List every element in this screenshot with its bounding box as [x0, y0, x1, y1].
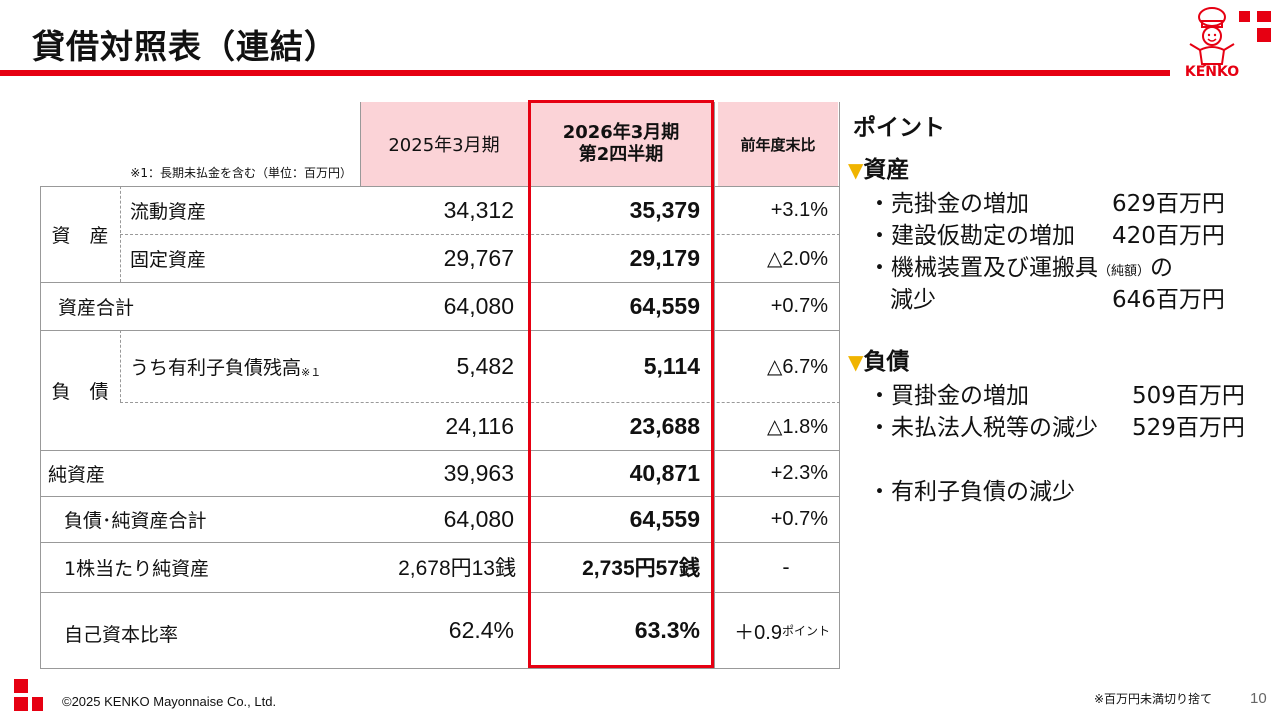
asset-group-label: 資 産	[51, 224, 109, 247]
assets-heading: ▼資産	[848, 150, 909, 184]
current-assets-diff: +3.1%	[770, 198, 828, 221]
assets-point-2-amount: 420百万円	[1112, 223, 1225, 249]
logo-wordmark: KENKO	[1184, 64, 1240, 80]
triangle-marker-icon: ▼	[848, 158, 864, 182]
copyright: ©2025 KENKO Mayonnaise Co., Ltd.	[62, 694, 277, 709]
points-title: ポイント	[853, 115, 945, 141]
liabilities-prev: 24,116	[445, 412, 514, 439]
col-header-curr: 2026年3月期 第2四半期	[528, 102, 714, 186]
row-label-equity-ratio: 自己資本比率	[64, 624, 179, 646]
total-assets-prev: 64,080	[443, 292, 514, 319]
row-label-total-liab-net: 負債･純資産合計	[64, 509, 207, 532]
total-liab-net-diff: +0.7%	[770, 507, 828, 530]
liabilities-point-3: ・有利子負債の減少	[868, 479, 1075, 505]
assets-point-3-small: （純額）	[1098, 264, 1151, 279]
total-assets-curr: 64,559	[629, 292, 700, 319]
equity-ratio-prev: 62.4%	[448, 616, 514, 643]
fixed-assets-diff: △2.0%	[767, 247, 828, 270]
row-label-interest-debt: うち有利子負債残高 ※１	[120, 330, 360, 402]
current-assets-curr: 35,379	[629, 196, 700, 223]
current-assets-prev: 34,312	[443, 196, 514, 223]
assets-point-3-amount: 646百万円	[1112, 287, 1225, 313]
row-label-bps: 1株当たり純資産	[64, 557, 210, 580]
net-assets-diff: +2.3%	[770, 461, 828, 484]
assets-point-3-suffix: の	[1150, 255, 1174, 281]
bps-curr: 2,735円57銭	[582, 557, 700, 580]
liabilities-point-1-amount: 509百万円	[1132, 383, 1245, 409]
balance-sheet-table: ※1：長期未払金を含む（単位：百万円） 2025年3月期 2026年3月期 第2…	[40, 102, 840, 669]
col-header-diff: 前年度末比	[718, 102, 838, 186]
rounding-note: ※百万円未満切り捨て	[1094, 692, 1213, 706]
equity-ratio-curr: 63.3%	[634, 616, 700, 643]
total-assets-diff: +0.7%	[770, 294, 828, 317]
bps-prev: 2,678円13銭	[398, 557, 516, 580]
current-period-highlight	[528, 100, 714, 668]
liabilities-heading: ▼負債	[848, 342, 909, 376]
liabilities-curr: 23,688	[629, 412, 700, 439]
equity-ratio-diff-unit: ポイント	[781, 623, 830, 638]
interest-debt-label-text: うち有利子負債残高	[130, 356, 302, 379]
assets-point-3: ・機械装置及び運搬具（純額）の	[868, 248, 1173, 282]
liability-group-label: 負 債	[51, 380, 109, 403]
interest-debt-curr: 5,114	[643, 352, 700, 379]
equity-ratio-diff-value: ＋0.9	[734, 621, 782, 644]
assets-point-1: ・売掛金の増加	[868, 191, 1029, 217]
total-liab-net-curr: 64,559	[629, 505, 700, 532]
row-label-total-assets: 資産合計	[58, 296, 135, 319]
assets-heading-text: 資産	[863, 157, 910, 183]
assets-point-1-amount: 629百万円	[1112, 191, 1225, 217]
interest-debt-footnote-mark: ※１	[301, 366, 322, 379]
net-assets-curr: 40,871	[629, 459, 700, 486]
liabilities-point-2-amount: 529百万円	[1132, 415, 1245, 441]
assets-point-3-cont: 減少	[890, 287, 936, 313]
fixed-assets-prev: 29,767	[443, 244, 514, 271]
liabilities-point-1: ・買掛金の増加	[868, 383, 1029, 409]
col-header-curr-line1: 2026年3月期	[562, 122, 680, 143]
liabilities-heading-text: 負債	[863, 349, 910, 375]
kenko-chef-logo	[1189, 7, 1235, 67]
interest-debt-diff: △6.7%	[767, 355, 828, 378]
page-title: 貸借対照表（連結）	[32, 27, 338, 66]
row-label-fixed-assets: 固定資産	[130, 248, 207, 271]
fixed-assets-curr: 29,179	[629, 244, 700, 271]
table-note: ※1：長期未払金を含む（単位：百万円）	[130, 165, 352, 180]
triangle-marker-icon: ▼	[848, 350, 864, 374]
page-number: 10	[1250, 690, 1267, 707]
assets-point-3-text: ・機械装置及び運搬具	[868, 255, 1098, 281]
liabilities-point-2: ・未払法人税等の減少	[868, 415, 1098, 441]
net-assets-prev: 39,963	[443, 459, 514, 486]
col-header-prev: 2025年3月期	[360, 102, 528, 186]
interest-debt-prev: 5,482	[456, 352, 514, 379]
assets-point-2: ・建設仮勘定の増加	[868, 223, 1075, 249]
equity-ratio-diff: ＋0.9 ポイント	[714, 592, 840, 668]
title-underline	[0, 70, 1170, 76]
liabilities-diff: △1.8%	[767, 415, 828, 438]
row-label-current-assets: 流動資産	[130, 200, 207, 223]
row-label-net-assets: 純資産	[48, 463, 106, 486]
total-liab-net-prev: 64,080	[443, 505, 514, 532]
col-header-curr-line2: 第2四半期	[578, 144, 664, 165]
bps-diff: -	[782, 555, 790, 579]
